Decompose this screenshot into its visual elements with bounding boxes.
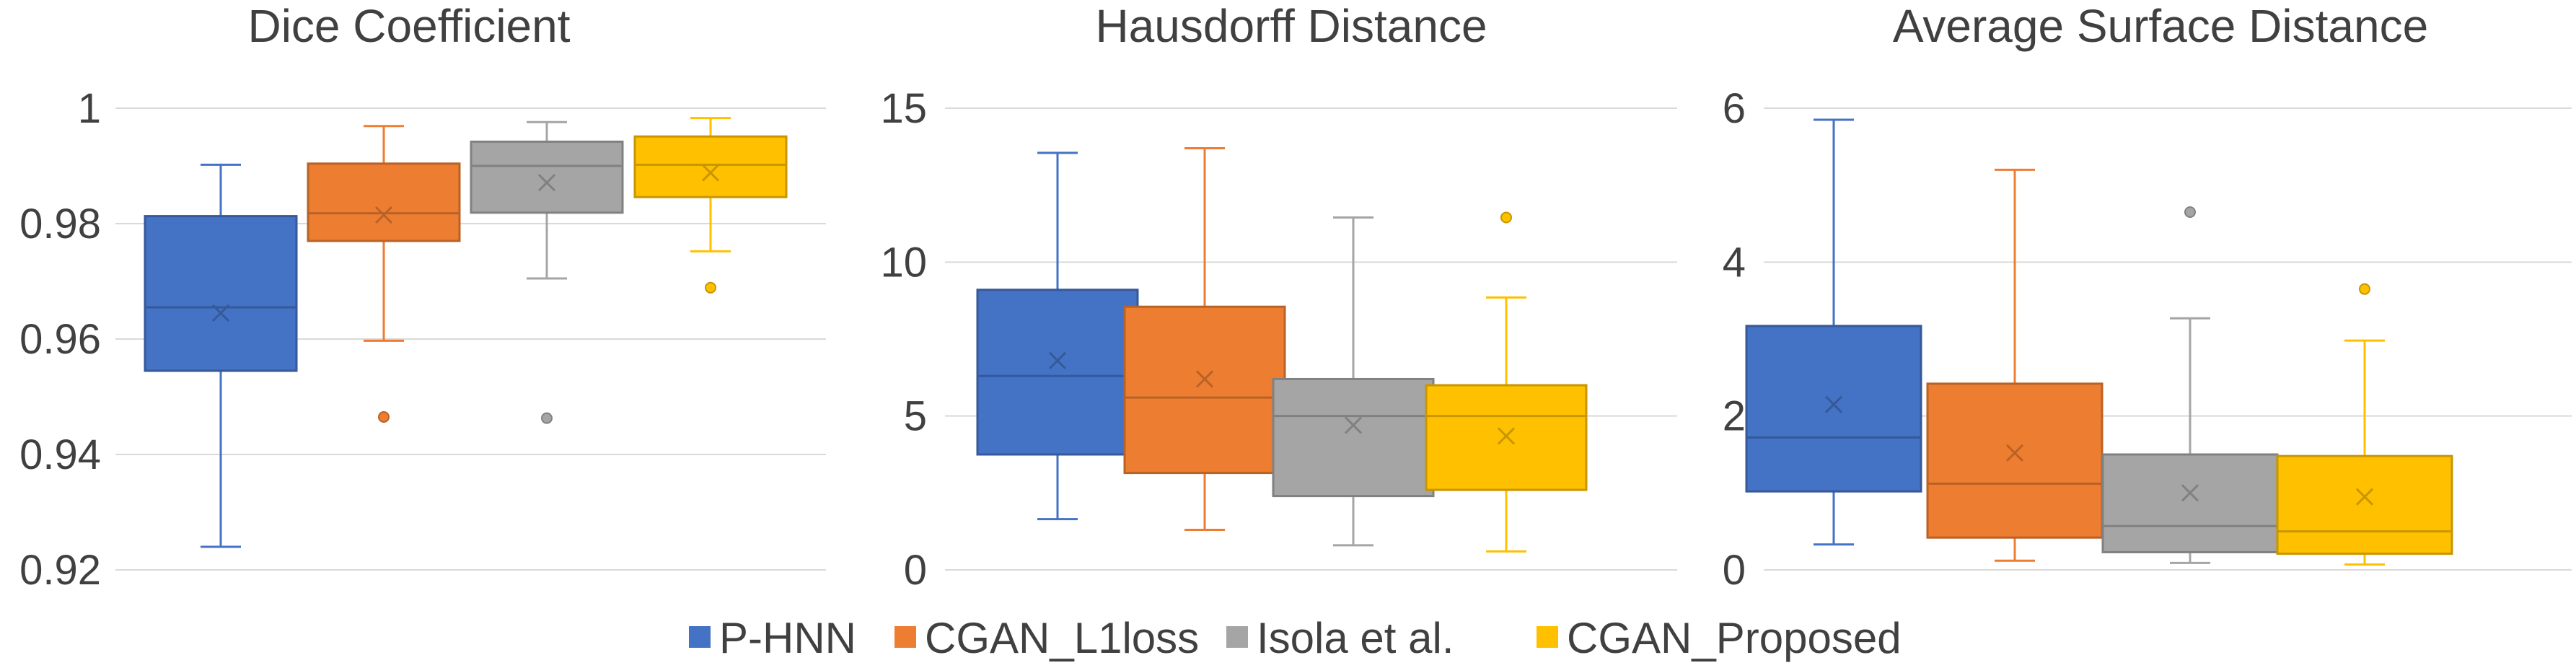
legend-item: P-HNN (689, 614, 856, 662)
y-tick-label: 2 (1723, 393, 1746, 440)
iqr-box (633, 135, 788, 198)
mean-marker (1048, 351, 1067, 369)
outlier-point (2184, 206, 2196, 218)
mean-marker (211, 304, 230, 322)
box-cgan-proposed (633, 117, 788, 294)
box-isola-et-al- (2101, 206, 2279, 564)
mean-marker (2355, 488, 2374, 506)
y-tick-label: 10 (880, 239, 927, 286)
mean-marker (537, 174, 556, 192)
legend-item: CGAN_L1loss (894, 614, 1199, 662)
iqr-box (976, 289, 1139, 456)
y-tick-label: 4 (1723, 239, 1746, 286)
y-tick-label: 15 (880, 85, 927, 132)
mean-marker (701, 164, 720, 182)
box-cgan-l1loss (307, 125, 461, 423)
box-p-hnn (1745, 118, 1922, 546)
legend-swatch (689, 626, 711, 648)
box-isola-et-al- (470, 120, 624, 424)
iqr-box (307, 162, 461, 242)
legend-item: Isola et al. (1226, 614, 1454, 662)
outlier-point (541, 412, 553, 424)
iqr-box (1272, 377, 1435, 498)
y-tick-label: 0.96 (19, 316, 101, 363)
y-tick-label: 0.92 (19, 547, 101, 594)
y-tick-label: 0 (904, 547, 927, 594)
mean-marker (1195, 370, 1214, 388)
legend-label: Isola et al. (1257, 614, 1454, 662)
outlier-point (2359, 283, 2370, 295)
outlier-point (705, 281, 716, 294)
legend: P-HNN CGAN_L1loss Isola et al. CGAN_Propose… (689, 614, 1902, 662)
legend-swatch (1226, 626, 1248, 648)
panel-title: Average Surface Distance (1893, 0, 2428, 52)
mean-marker (2005, 444, 2024, 462)
iqr-box (144, 215, 298, 372)
panel-1: Dice Coefficient 0.92 0.94 0.96 0.98 1 (19, 0, 826, 594)
iqr-box (2101, 453, 2279, 553)
panel-2: Hausdorff Distance 0 5 10 15 (880, 0, 1677, 594)
mean-marker (1824, 395, 1843, 413)
legend-label: CGAN_Proposed (1567, 614, 1902, 662)
mean-marker (374, 206, 393, 224)
legend-label: CGAN_L1loss (925, 614, 1199, 662)
iqr-box (470, 140, 624, 214)
box-cgan-proposed (1425, 211, 1588, 553)
box-cgan-l1loss (1926, 168, 2104, 562)
panel-title: Dice Coefficient (247, 0, 570, 52)
box-cgan-l1loss (1123, 146, 1286, 532)
y-tick-label: 1 (78, 85, 101, 132)
iqr-box (1926, 382, 2104, 539)
box-cgan-proposed (2276, 283, 2453, 566)
mean-marker (1497, 427, 1516, 445)
y-tick-label: 6 (1723, 85, 1746, 132)
y-tick-label: 0 (1723, 547, 1746, 594)
mean-marker (2181, 484, 2199, 502)
y-tick-label: 0.98 (19, 201, 101, 247)
legend-label: P-HNN (719, 614, 856, 662)
box-isola-et-al- (1272, 216, 1435, 547)
legend-swatch (1537, 626, 1558, 648)
panel-3: Average Surface Distance 0 2 4 6 (1723, 0, 2572, 594)
legend-item: CGAN_Proposed (1537, 614, 1902, 662)
iqr-box (1425, 384, 1588, 491)
box-p-hnn (144, 163, 298, 548)
box-p-hnn (976, 151, 1139, 521)
iqr-box (2276, 454, 2453, 555)
legend-swatch (894, 626, 916, 648)
outlier-point (1500, 211, 1512, 224)
mean-marker (1344, 416, 1363, 434)
y-tick-label: 0.94 (19, 431, 101, 478)
panel-title: Hausdorff Distance (1095, 0, 1487, 52)
iqr-box (1745, 325, 1922, 493)
iqr-box (1123, 305, 1286, 475)
y-tick-label: 5 (904, 393, 927, 440)
outlier-point (378, 411, 390, 423)
